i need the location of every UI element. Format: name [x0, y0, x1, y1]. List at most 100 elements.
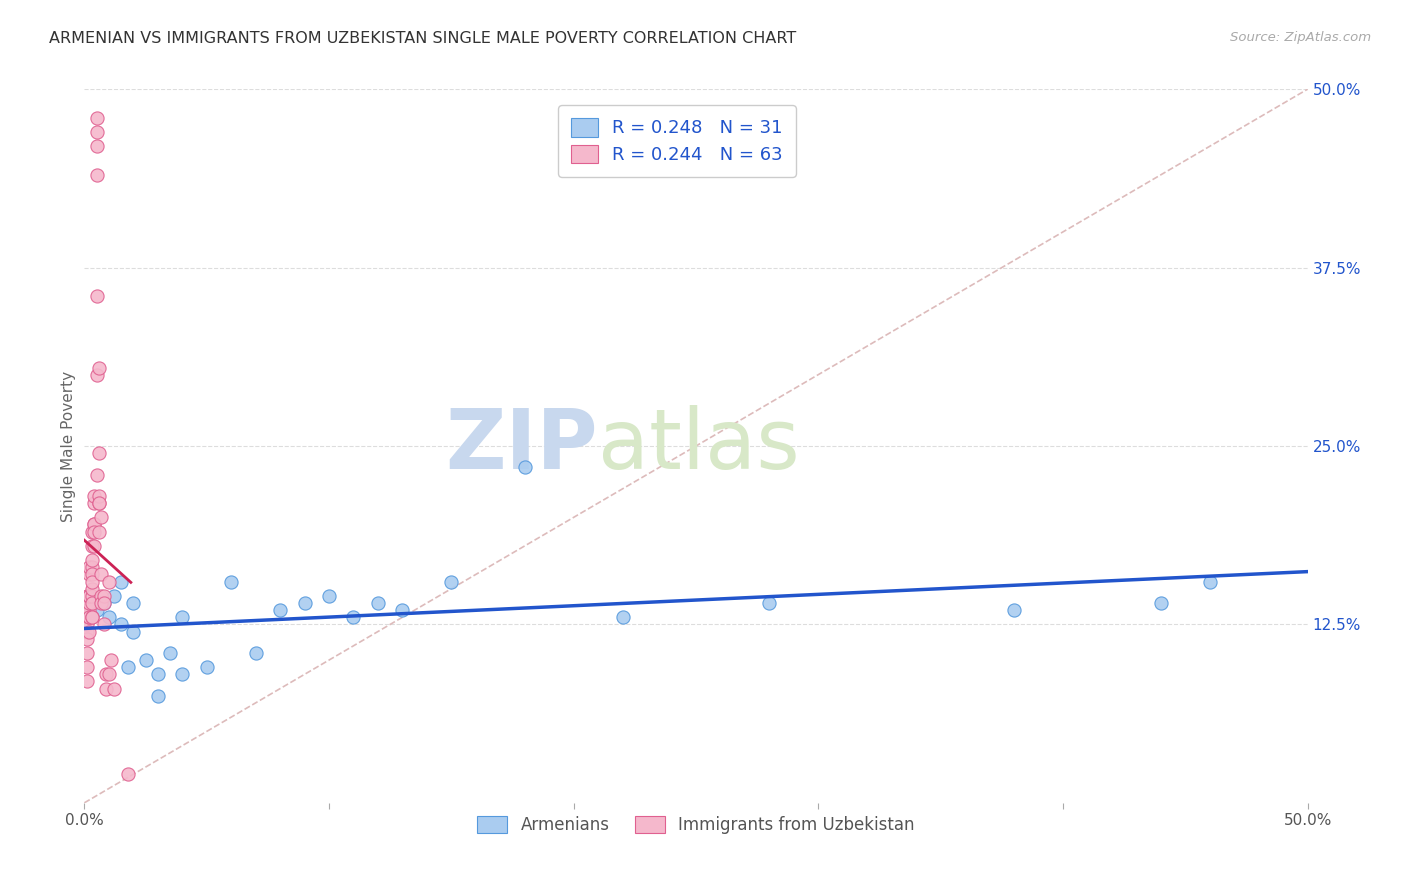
Point [86, 603, 108, 617]
Text: atlas: atlas [598, 406, 800, 486]
Point [146, 667, 169, 681]
Point [513, 460, 536, 475]
Point [83, 496, 105, 510]
Point [93, 596, 115, 610]
Point [76, 674, 98, 689]
Legend: Armenians, Immigrants from Uzbekistan: Armenians, Immigrants from Uzbekistan [467, 806, 925, 845]
Point [97, 574, 120, 589]
Point [80, 574, 103, 589]
Point [440, 574, 463, 589]
Point [80, 596, 103, 610]
Point [90, 510, 112, 524]
Point [87, 446, 110, 460]
Point [93, 596, 115, 610]
Point [97, 610, 120, 624]
Point [86, 289, 108, 303]
Point [97, 667, 120, 681]
Point [195, 660, 218, 674]
Point [367, 596, 389, 610]
Point [80, 560, 103, 574]
Point [76, 624, 98, 639]
Point [110, 617, 132, 632]
Point [86, 111, 108, 125]
Point [87, 360, 110, 375]
Point [83, 517, 105, 532]
Point [117, 767, 139, 781]
Point [93, 589, 115, 603]
Point [294, 596, 316, 610]
Point [80, 582, 103, 596]
Point [80, 610, 103, 624]
Point [83, 539, 105, 553]
Point [758, 596, 780, 610]
Point [80, 524, 103, 539]
Point [76, 646, 98, 660]
Point [76, 603, 98, 617]
Point [96, 681, 118, 696]
Point [90, 589, 112, 603]
Point [77, 567, 100, 582]
Point [76, 632, 98, 646]
Point [1198, 574, 1220, 589]
Point [77, 610, 100, 624]
Point [342, 610, 364, 624]
Point [86, 168, 108, 182]
Point [86, 368, 108, 382]
Point [83, 489, 105, 503]
Point [77, 610, 100, 624]
Point [77, 589, 100, 603]
Point [77, 603, 100, 617]
Point [80, 553, 103, 567]
Point [103, 681, 125, 696]
Point [77, 596, 100, 610]
Point [159, 646, 181, 660]
Point [172, 610, 194, 624]
Point [86, 139, 108, 153]
Point [219, 574, 242, 589]
Text: ZIP: ZIP [446, 406, 598, 486]
Point [76, 617, 98, 632]
Point [90, 567, 112, 582]
Point [80, 589, 103, 603]
Point [87, 524, 110, 539]
Point [96, 667, 118, 681]
Point [1002, 603, 1025, 617]
Point [87, 489, 110, 503]
Point [135, 653, 157, 667]
Point [83, 517, 105, 532]
Point [269, 603, 291, 617]
Point [122, 596, 145, 610]
Point [100, 653, 122, 667]
Text: Source: ZipAtlas.com: Source: ZipAtlas.com [1230, 31, 1371, 45]
Point [76, 589, 98, 603]
Point [77, 589, 100, 603]
Point [76, 596, 98, 610]
Point [93, 617, 115, 632]
Point [76, 660, 98, 674]
Point [77, 560, 100, 574]
Point [86, 467, 108, 482]
Point [318, 589, 340, 603]
Point [87, 496, 110, 510]
Point [172, 667, 194, 681]
Point [146, 689, 169, 703]
Point [245, 646, 267, 660]
Point [80, 567, 103, 582]
Point [90, 596, 112, 610]
Point [117, 660, 139, 674]
Point [80, 539, 103, 553]
Point [612, 610, 634, 624]
Point [76, 610, 98, 624]
Point [103, 589, 125, 603]
Point [86, 125, 108, 139]
Point [110, 574, 132, 589]
Point [83, 524, 105, 539]
Point [77, 624, 100, 639]
Text: ARMENIAN VS IMMIGRANTS FROM UZBEKISTAN SINGLE MALE POVERTY CORRELATION CHART: ARMENIAN VS IMMIGRANTS FROM UZBEKISTAN S… [49, 31, 796, 46]
Point [80, 610, 103, 624]
Point [87, 496, 110, 510]
Point [1150, 596, 1173, 610]
Point [391, 603, 413, 617]
Y-axis label: Single Male Poverty: Single Male Poverty [60, 370, 76, 522]
Point [122, 624, 145, 639]
